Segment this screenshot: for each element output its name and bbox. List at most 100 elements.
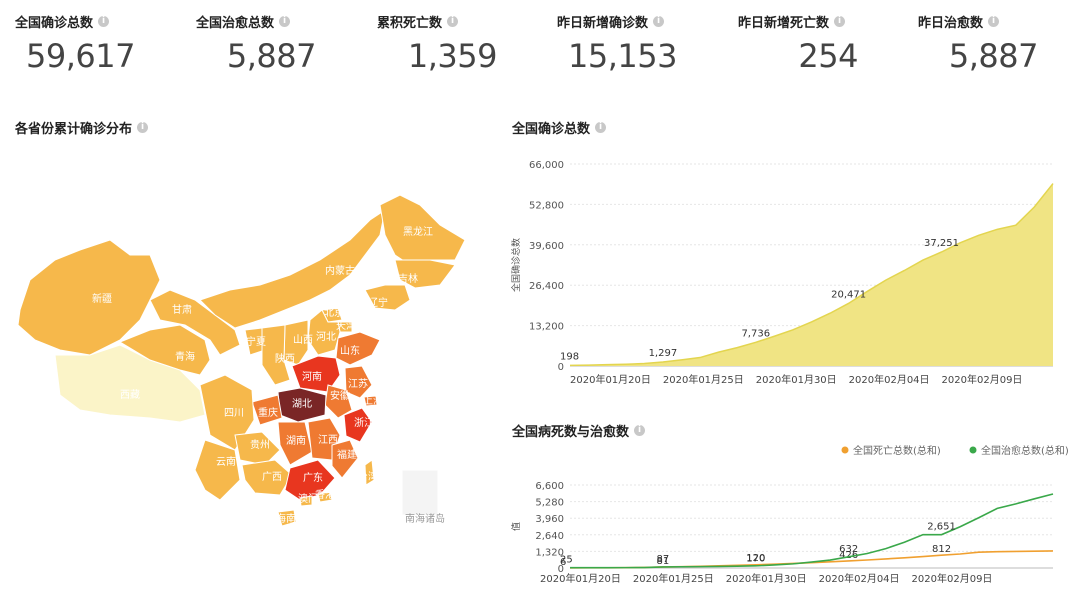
kpi-label: 全国治愈总数 i: [196, 12, 376, 31]
x-tick-label: 2020年01月30日: [726, 572, 807, 585]
province-27[interactable]: [194, 439, 241, 501]
province-32[interactable]: [299, 495, 313, 507]
province-label: 江苏: [348, 377, 368, 390]
data-label: 87: [657, 554, 670, 565]
province-label: 山西: [293, 334, 313, 346]
kpi-label-text: 全国确诊总数: [15, 16, 94, 31]
province-4[interactable]: [199, 208, 386, 329]
province-label: 江西: [318, 434, 338, 446]
info-icon[interactable]: i: [834, 16, 846, 27]
area-fill: [570, 183, 1053, 366]
data-label: 812: [932, 544, 951, 555]
province-label: 湖南: [286, 434, 306, 447]
province-30[interactable]: [364, 459, 375, 486]
province-label: 海南: [276, 512, 296, 525]
province-label: 香港: [315, 489, 335, 501]
province-label: 上海: [363, 394, 383, 407]
area-line: [569, 183, 1054, 367]
info-icon[interactable]: i: [137, 122, 149, 133]
province-6[interactable]: [394, 259, 456, 289]
province-10[interactable]: [307, 309, 341, 356]
data-label: 170: [746, 554, 765, 565]
legend-swatch: [841, 446, 849, 454]
data-label: 198: [560, 351, 579, 362]
data-label: 81: [657, 556, 670, 567]
province-label: 澳门: [298, 492, 318, 505]
map-title: 各省份累计确诊分布 i: [15, 118, 149, 137]
province-label: 四川: [224, 408, 244, 419]
province-label: 陕西: [275, 352, 295, 365]
province-label: 黑龙江: [403, 225, 433, 238]
info-icon[interactable]: i: [98, 16, 110, 27]
province-26[interactable]: [331, 439, 359, 479]
province-33[interactable]: [277, 509, 297, 527]
data-label: 37,251: [924, 238, 959, 249]
legend-label[interactable]: 全国死亡总数(总和): [853, 444, 941, 457]
legend-label[interactable]: 全国治愈总数(总和): [981, 444, 1069, 457]
province-5[interactable]: [379, 194, 466, 266]
data-label: 120: [746, 553, 765, 564]
data-label: 426: [839, 550, 858, 561]
info-icon[interactable]: i: [653, 16, 665, 27]
province-label: 山东: [340, 344, 360, 357]
province-1[interactable]: [54, 344, 206, 423]
info-icon[interactable]: i: [634, 425, 646, 436]
y-axis-label: 全国确诊总数: [510, 238, 522, 292]
y-tick-label: 26,400: [529, 281, 564, 292]
province-label: 福建: [337, 448, 357, 461]
y-tick-label: 0: [558, 362, 564, 373]
province-34[interactable]: [401, 469, 439, 516]
info-icon[interactable]: i: [279, 16, 291, 27]
province-label: 广东: [303, 471, 323, 484]
province-31[interactable]: [317, 491, 333, 503]
province-label: 河北: [316, 331, 336, 343]
death-recovery-line-chart: 全国死亡总数(总和) 全国治愈总数(总和) 0 1,320 2,640 3,960 5,28…: [510, 444, 1069, 585]
info-icon[interactable]: i: [988, 16, 1000, 27]
x-tick-label: 2020年02月04日: [849, 373, 930, 386]
province-0[interactable]: [17, 239, 161, 356]
y-tick-label: 13,200: [529, 322, 564, 333]
province-label: 云南: [216, 455, 236, 468]
province-13[interactable]: [261, 324, 291, 386]
province-label: 青海: [175, 350, 195, 363]
y-tick-label: 52,800: [529, 200, 564, 211]
chart1-title-text: 全国确诊总数: [512, 122, 591, 137]
kpi-label: 累积死亡数 i: [377, 12, 557, 31]
info-icon[interactable]: i: [447, 16, 459, 27]
x-tick-label: 2020年02月09日: [942, 373, 1023, 386]
province-label: 浙江: [354, 417, 374, 429]
province-25[interactable]: [234, 431, 281, 466]
province-label: 西藏: [120, 389, 140, 401]
data-label: 2,651: [927, 522, 956, 533]
province-7[interactable]: [364, 284, 411, 311]
province-28[interactable]: [241, 459, 293, 496]
province-3[interactable]: [149, 289, 241, 356]
kpi-label-text: 昨日新增死亡数: [738, 16, 830, 31]
province-16[interactable]: [344, 365, 373, 399]
province-23[interactable]: [277, 421, 313, 466]
province-2[interactable]: [118, 324, 211, 376]
province-label: 甘肃: [172, 303, 192, 316]
series-line: [570, 493, 1054, 569]
x-tick-label: 2020年02月09日: [912, 572, 993, 585]
province-22[interactable]: [343, 407, 373, 443]
province-20[interactable]: [251, 394, 283, 426]
province-label: 新疆: [92, 292, 112, 305]
kpi-card: 全国治愈总数 i 5,887: [196, 12, 376, 75]
kpi-card: 昨日新增死亡数 i 254: [738, 12, 918, 75]
kpi-label: 昨日新增确诊数 i: [557, 12, 737, 31]
province-label: 天津: [336, 320, 356, 332]
province-18[interactable]: [363, 395, 378, 407]
info-icon[interactable]: i: [595, 122, 607, 133]
province-label: 南海诸岛: [405, 512, 445, 525]
kpi-value: 5,887: [226, 37, 317, 75]
kpi-label: 昨日治愈数 i: [918, 12, 1080, 31]
y-tick-label: 6,600: [535, 481, 564, 492]
y-tick-label: 1,320: [535, 547, 564, 558]
x-tick-label: 2020年01月25日: [633, 572, 714, 585]
province-label: 台湾: [358, 470, 378, 483]
data-label: 1,297: [649, 348, 678, 359]
province-label: 贵州: [250, 438, 270, 451]
y-axis-label: 值: [510, 522, 522, 531]
